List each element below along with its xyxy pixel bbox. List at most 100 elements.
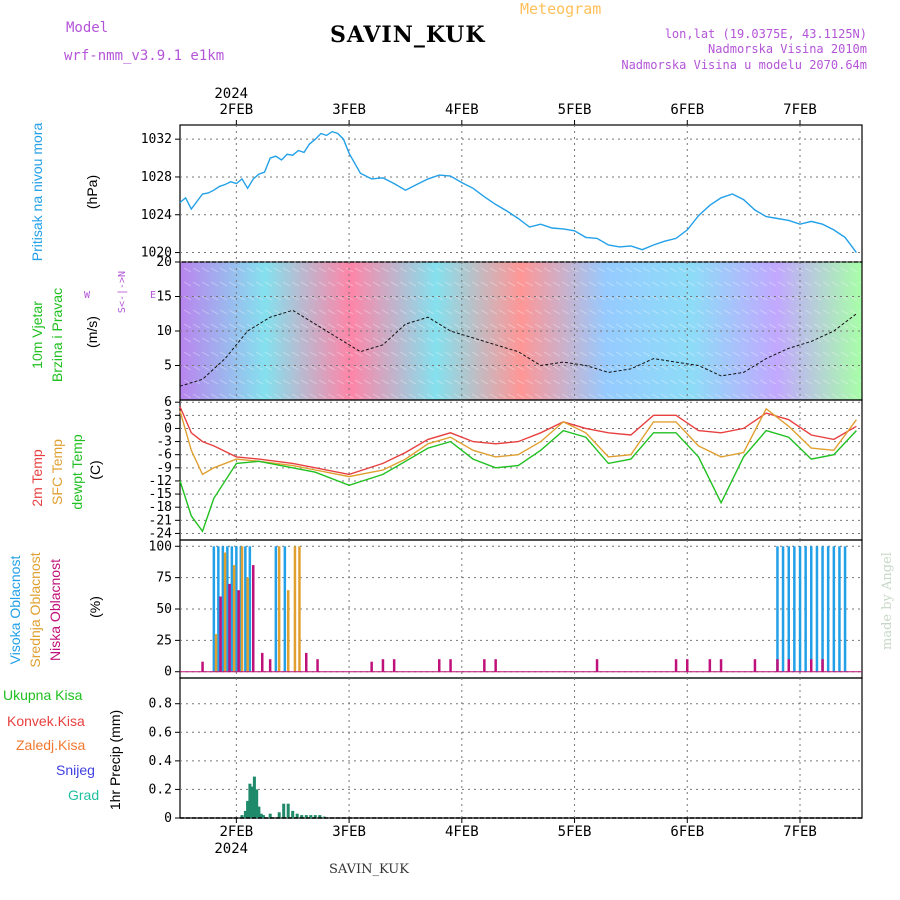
wind-barb [246, 309, 255, 315]
wind-barb [417, 323, 426, 329]
precip-hail-label: Grad [68, 787, 99, 803]
wind-barb [498, 295, 507, 301]
wind-barb [480, 365, 489, 371]
wind-barb [696, 323, 705, 329]
wind-barb [318, 379, 327, 385]
wind-barb [291, 281, 300, 287]
wind-barb [804, 379, 813, 385]
wind-barb [606, 267, 615, 273]
wind-barb [822, 337, 831, 343]
wind-barb [318, 281, 327, 287]
wind-barb [327, 267, 336, 273]
wind-barb [408, 337, 417, 343]
wind-barb [453, 393, 462, 399]
wind-barb [687, 393, 696, 399]
wind-barb [534, 337, 543, 343]
panel-frame [179, 124, 863, 263]
wind-barb [804, 281, 813, 287]
wind-barb [714, 393, 723, 399]
wind-barb [552, 337, 561, 343]
bar-mark [826, 546, 830, 672]
wind-barb [192, 379, 201, 385]
wind-barb [579, 337, 588, 343]
wind-barb [633, 281, 642, 287]
y-tick-label: 20 [156, 255, 172, 270]
y-tick-label: 1028 [141, 170, 172, 185]
wind-barb [246, 295, 255, 301]
wind-barb [588, 323, 597, 329]
wind-barb [363, 323, 372, 329]
wind-barb [201, 309, 210, 315]
wind-barb [552, 309, 561, 315]
wind-barb [786, 281, 795, 287]
wind-barb [327, 393, 336, 399]
wind-barb [678, 267, 687, 273]
wind-barb [678, 309, 687, 315]
wind-barb [687, 365, 696, 371]
wind-barb [795, 323, 804, 329]
wind-barb [183, 323, 192, 329]
wind-barb [453, 351, 462, 357]
wind-barb [813, 351, 822, 357]
wind-barb [714, 267, 723, 273]
wind-barb [327, 337, 336, 343]
wind-barb [282, 267, 291, 273]
wind-barb [237, 393, 246, 399]
wind-barb [480, 309, 489, 315]
bar-mark [483, 659, 486, 672]
wind-barb [471, 379, 480, 385]
wind-barb [561, 337, 570, 343]
wind-barb [768, 267, 777, 273]
wind-barb [714, 281, 723, 287]
wind-barb [714, 379, 723, 385]
wind-barb [273, 295, 282, 301]
bottom-tick-label: 3FEB [332, 824, 366, 840]
wind-barb [777, 281, 786, 287]
wind-barb [390, 295, 399, 301]
wind-barb [750, 393, 759, 399]
wind-barb [309, 337, 318, 343]
wind-barb [183, 351, 192, 357]
bar-mark [287, 590, 290, 672]
wind-barb [354, 267, 363, 273]
wind-barb [435, 393, 444, 399]
wind-barb [444, 295, 453, 301]
wind-barb [282, 337, 291, 343]
wind-barb [408, 323, 417, 329]
wind-barb [453, 281, 462, 287]
wind-barb [615, 337, 624, 343]
wind-barb [291, 267, 300, 273]
wind-barb [786, 337, 795, 343]
wind-barb [183, 309, 192, 315]
wind-barb [246, 393, 255, 399]
wind-barb [831, 309, 840, 315]
wind-barb [363, 379, 372, 385]
wind-barb [831, 281, 840, 287]
wind-barb [696, 295, 705, 301]
wind-barb [642, 379, 651, 385]
wind-barb [786, 323, 795, 329]
wind-barb [219, 309, 228, 315]
top-tick-label: 3FEB [332, 102, 366, 118]
wind-barb [507, 393, 516, 399]
wind-barb [579, 267, 588, 273]
wind-barb [678, 323, 687, 329]
wind-barb [696, 267, 705, 273]
wind-barb [813, 379, 822, 385]
wind-barb [597, 393, 606, 399]
wind-barb [471, 309, 480, 315]
bar-mark [798, 546, 802, 672]
bar-mark [219, 596, 222, 672]
wind-barb [336, 351, 345, 357]
wind-barb [543, 309, 552, 315]
wind-barb [264, 323, 273, 329]
wind-barb [336, 393, 345, 399]
wind-barb [741, 351, 750, 357]
wind-barb [291, 393, 300, 399]
wind-barb [606, 323, 615, 329]
bar-mark [298, 546, 301, 672]
wind-barb [579, 295, 588, 301]
bar-mark [494, 659, 497, 672]
bar-mark [804, 546, 807, 672]
wind-barb [660, 295, 669, 301]
